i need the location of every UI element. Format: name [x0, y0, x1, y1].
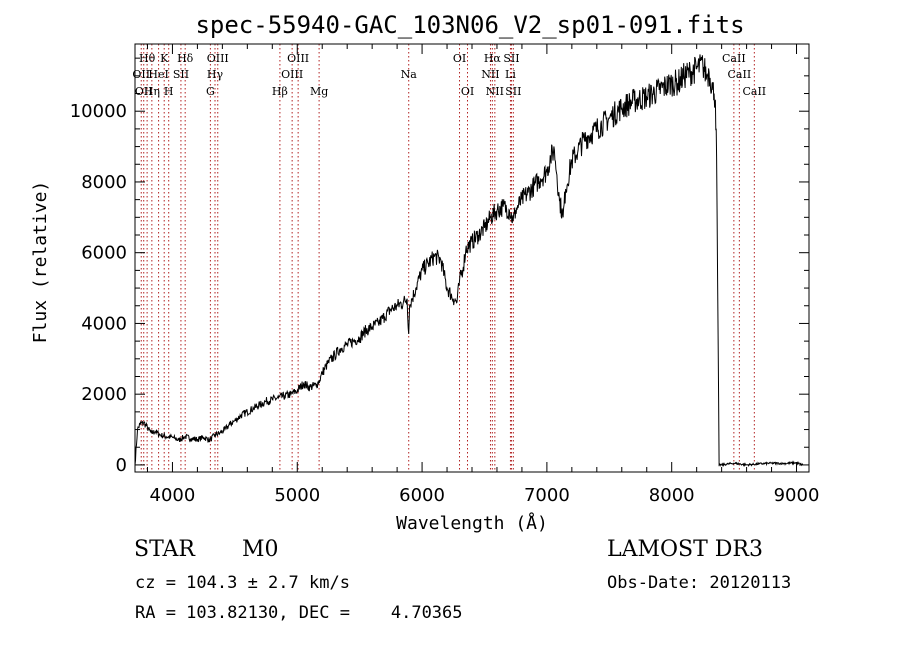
object-subclass: M0 [242, 537, 279, 562]
obs-date: Obs-Date: 20120113 [607, 573, 792, 593]
line-label: Mg [310, 85, 328, 98]
line-label: Hη [144, 85, 160, 98]
line-label: NII [481, 68, 499, 81]
x-tick-label: 5000 [274, 485, 320, 506]
y-tick-label: 10000 [70, 101, 127, 122]
line-label: G [206, 85, 215, 98]
line-label: Li [505, 68, 516, 81]
object-class: STAR [134, 537, 195, 562]
line-label: OI [461, 85, 474, 98]
y-tick-label: 2000 [81, 384, 127, 405]
x-tick-label: 9000 [774, 485, 820, 506]
line-label: OII [135, 85, 153, 98]
spectrum-line [134, 54, 804, 468]
velocity-readout: cz = 104.3 ± 2.7 km/s [135, 573, 350, 593]
line-label: Hθ [139, 52, 156, 65]
survey-name: LAMOST DR3 [607, 537, 763, 562]
x-axis-ticks: 4000 5000 6000 7000 8000 9000 [146, 44, 820, 506]
line-label: SII [505, 85, 521, 98]
plot-frame [134, 43, 810, 473]
line-label: NII [486, 85, 504, 98]
line-label: CaII [722, 52, 746, 65]
line-label: SII [173, 68, 189, 81]
line-label: OI [453, 52, 466, 65]
x-tick-label: 6000 [399, 485, 445, 506]
y-axis-ticks: 0 2000 4000 6000 8000 10000 [70, 57, 809, 476]
line-label: Hβ [272, 85, 288, 98]
x-tick-label: 8000 [649, 485, 695, 506]
y-tick-label: 0 [116, 455, 127, 476]
line-label: CaII [728, 68, 752, 81]
y-tick-label: 8000 [81, 172, 127, 193]
y-tick-label: 4000 [81, 313, 127, 334]
line-label: Na [401, 68, 418, 81]
line-label: K [160, 52, 169, 65]
x-axis-label: Wavelength (Å) [396, 512, 548, 534]
spectral-line-labels: OII OII Hθ Hη HeI K H SII Hδ G Hγ OIII Hβ OIII OIII Mg N… [132, 52, 766, 98]
line-label: OIII [207, 52, 229, 65]
line-label: OII [132, 68, 150, 81]
line-label: Hα [484, 52, 502, 65]
line-label: HeI [148, 68, 168, 81]
y-tick-label: 6000 [81, 243, 127, 264]
y-axis-label: Flux (relative) [30, 181, 51, 344]
x-tick-label: 4000 [150, 485, 196, 506]
line-label: SII [503, 52, 519, 65]
coordinates-readout: RA = 103.82130, DEC = 4.70365 [135, 603, 463, 623]
line-label: OIII [287, 52, 309, 65]
line-label: H [164, 85, 174, 98]
chart-title: spec-55940-GAC_103N06_V2_sp01-091.fits [195, 11, 744, 39]
line-label: Hγ [207, 68, 224, 81]
x-tick-label: 7000 [524, 485, 570, 506]
line-label: Hδ [177, 52, 194, 65]
spectral-line-markers [140, 44, 755, 472]
line-label: CaII [742, 85, 766, 98]
line-label: OIII [281, 68, 303, 81]
